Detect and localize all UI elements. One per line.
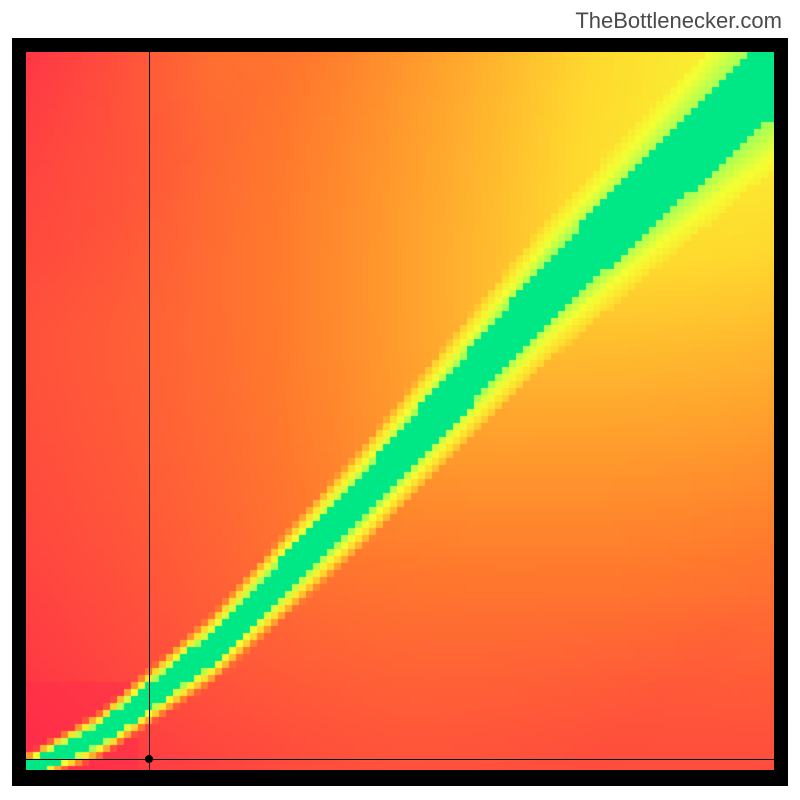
plot-frame	[12, 38, 788, 786]
watermark-text: TheBottlenecker.com	[575, 8, 782, 34]
crosshair-horizontal	[26, 759, 774, 760]
plot-inner	[26, 52, 774, 770]
crosshair-vertical	[149, 52, 150, 770]
chart-container: TheBottlenecker.com	[0, 0, 800, 800]
crosshair-marker-dot	[145, 755, 153, 763]
heatmap-canvas	[26, 52, 774, 770]
